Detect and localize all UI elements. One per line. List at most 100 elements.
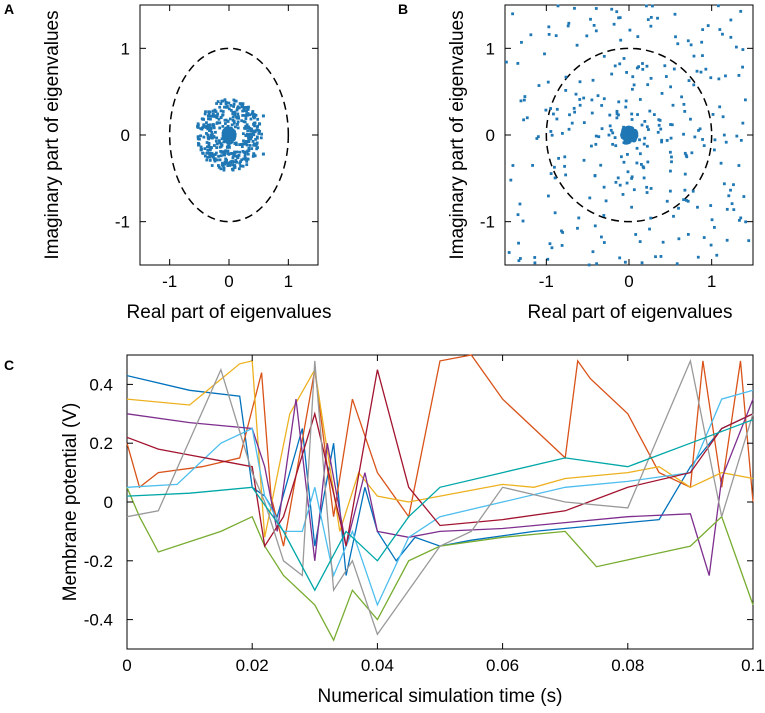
eigenvalue-point <box>550 246 554 250</box>
eigenvalue-point <box>741 48 745 51</box>
eigenvalue-point <box>578 103 582 107</box>
eigenvalue-point <box>630 177 634 180</box>
eigenvalue-point <box>196 125 199 128</box>
eigenvalue-point <box>738 218 741 222</box>
eigenvalue-point <box>649 187 653 190</box>
eigenvalue-point <box>734 45 738 49</box>
eigenvalue-point <box>231 110 235 114</box>
eigenvalue-point <box>668 150 672 154</box>
eigenvalue-point <box>224 122 227 125</box>
eigenvalue-point <box>732 183 735 187</box>
eigenvalue-point <box>204 126 208 129</box>
eigenvalue-point <box>245 163 249 167</box>
eigenvalue-point <box>690 151 694 155</box>
x-tick-label: 0.08 <box>611 656 644 675</box>
eigenvalue-point <box>519 99 523 103</box>
membrane-trace <box>126 389 754 607</box>
eigenvalue-point <box>645 4 648 8</box>
eigenvalue-point <box>516 213 520 217</box>
eigenvalue-point <box>257 128 260 132</box>
eigenvalue-point <box>747 239 751 243</box>
eigenvalue-point <box>602 214 606 217</box>
eigenvalue-point <box>238 143 242 146</box>
eigenvalue-point <box>717 77 721 81</box>
eigenvalue-point <box>595 262 599 266</box>
eigenvalue-point <box>668 189 672 193</box>
eigenvalue-point <box>245 123 249 127</box>
membrane-trace <box>126 419 754 592</box>
eigenvalue-point <box>202 125 206 129</box>
eigenvalue-point <box>207 135 211 139</box>
eigenvalue-point <box>241 103 244 107</box>
eigenvalue-point <box>619 155 623 159</box>
eigenvalue-point <box>254 137 258 141</box>
eigenvalue-point <box>576 226 579 230</box>
panel-c: C 0 0.02 0.04 0.06 0.08 0.1 -0.4 -0.2 0 0.2 0.4 N… <box>4 354 765 707</box>
eigenvalue-point <box>252 121 256 125</box>
eigenvalue-point <box>732 208 736 212</box>
eigenvalue-point <box>686 233 690 236</box>
eigenvalue-point <box>227 107 231 111</box>
eigenvalue-point <box>625 181 629 185</box>
eigenvalue-point <box>656 130 660 134</box>
eigenvalue-point <box>648 227 651 231</box>
eigenvalue-point <box>207 117 210 121</box>
eigenvalue-point <box>670 123 674 127</box>
eigenvalue-outlier <box>261 114 265 118</box>
eigenvalue-point <box>235 150 239 154</box>
eigenvalue-point <box>564 89 568 92</box>
x-tick-label: 0.04 <box>361 656 394 675</box>
eigenvalue-point <box>744 98 747 102</box>
eigenvalue-point <box>637 65 641 69</box>
eigenvalue-point <box>231 156 235 160</box>
eigenvalue-point <box>718 105 722 109</box>
eigenvalue-point <box>602 185 606 189</box>
eigenvalue-point <box>199 134 202 138</box>
eigenvalue-point <box>212 135 216 139</box>
y-tick-label: -0.4 <box>84 611 113 630</box>
eigenvalue-point <box>245 159 249 163</box>
eigenvalue-point <box>215 114 219 118</box>
eigenvalue-point <box>238 161 242 165</box>
eigenvalue-point <box>729 18 733 22</box>
eigenvalue-point <box>246 112 250 115</box>
eigenvalue-point <box>209 117 212 121</box>
eigenvalue-point <box>718 28 722 31</box>
eigenvalue-point <box>236 126 240 130</box>
eigenvalue-point <box>208 158 212 162</box>
y-tick-label: 0 <box>486 126 495 145</box>
y-tick-label: 1 <box>486 39 495 58</box>
eigenvalue-point <box>641 165 645 169</box>
eigenvalue-point <box>253 124 256 128</box>
eigenvalue-point <box>544 108 548 112</box>
eigenvalue-point <box>208 155 212 159</box>
eigenvalue-point <box>234 159 238 162</box>
eigenvalue-point <box>209 114 213 118</box>
eigenvalue-point <box>665 199 669 203</box>
eigenvalue-point <box>201 152 205 155</box>
eigenvalue-point <box>617 113 620 117</box>
eigenvalue-point <box>217 154 220 158</box>
eigenvalue-point <box>196 137 200 141</box>
eigenvalue-point <box>518 257 522 260</box>
eigenvalue-point <box>563 164 566 168</box>
eigenvalue-point <box>685 199 688 202</box>
eigenvalue-point <box>232 166 236 170</box>
eigenvalue-point <box>613 64 617 68</box>
eigenvalue-point <box>210 164 214 167</box>
eigenvalue-point <box>221 124 225 128</box>
eigenvalue-point <box>692 54 696 58</box>
eigenvalue-point <box>602 54 606 58</box>
eigenvalue-point <box>240 119 244 123</box>
eigenvalue-point <box>739 216 743 220</box>
eigenvalue-point <box>243 126 246 130</box>
eigenvalue-point <box>249 132 253 136</box>
eigenvalue-point <box>712 226 716 229</box>
eigenvalue-point <box>643 136 647 140</box>
eigenvalue-point <box>683 172 687 176</box>
eigenvalue-point <box>217 164 220 167</box>
eigenvalue-point <box>202 118 205 121</box>
panel-c-x-label: Numerical simulation time (s) <box>318 686 563 707</box>
eigenvalue-point <box>564 75 568 79</box>
eigenvalue-point <box>589 17 592 21</box>
